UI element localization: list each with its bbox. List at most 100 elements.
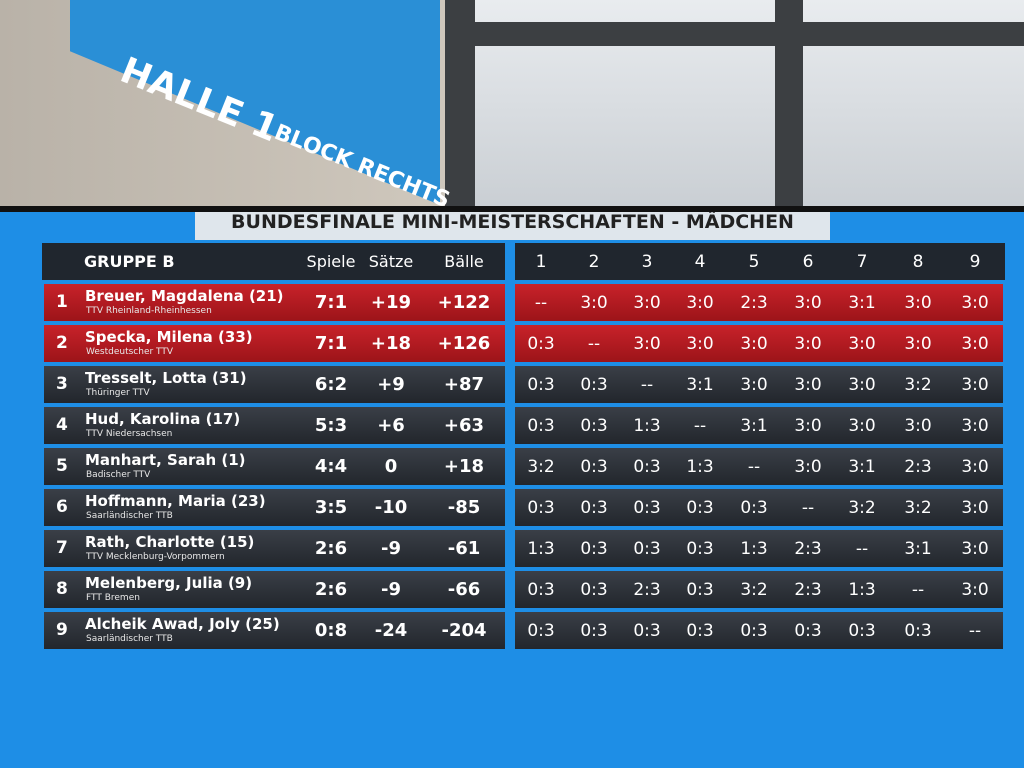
player-club: Westdeutscher TTV xyxy=(86,347,174,357)
match-result: 3:0 xyxy=(961,293,989,313)
match-result: 3:0 xyxy=(794,416,822,436)
column-header: 4 xyxy=(694,252,706,272)
match-result: 3:0 xyxy=(961,416,989,436)
match-result: 1:3 xyxy=(633,416,661,436)
match-result: 3:2 xyxy=(904,498,932,518)
match-result: 3:0 xyxy=(686,293,714,313)
column-header: 7 xyxy=(856,252,868,272)
match-result: 2:3 xyxy=(740,293,768,313)
stat: -61 xyxy=(447,538,481,559)
match-result: -- xyxy=(747,457,761,477)
match-result: 3:0 xyxy=(961,375,989,395)
match-result: -- xyxy=(693,416,707,436)
stat: 5:3 xyxy=(314,415,348,436)
match-result: 3:0 xyxy=(794,457,822,477)
match-result: 0:3 xyxy=(904,621,932,641)
row-bar xyxy=(515,325,1003,362)
match-result: 3:2 xyxy=(904,375,932,395)
screen-title: BUNDESFINALE MINI-MEISTERSCHAFTEN - MÄDC… xyxy=(195,212,830,240)
stat: +6 xyxy=(377,415,405,436)
rank: 3 xyxy=(56,374,68,394)
stat: -10 xyxy=(374,497,408,518)
row-bar xyxy=(515,284,1003,321)
stat: +9 xyxy=(377,374,405,395)
stat: -85 xyxy=(447,497,481,518)
match-result: 0:3 xyxy=(848,621,876,641)
column-header: 9 xyxy=(969,252,981,272)
match-result: 0:3 xyxy=(633,621,661,641)
player-name: Manhart, Sarah (1) xyxy=(85,451,246,469)
match-result: 3:0 xyxy=(961,580,989,600)
match-result: 3:0 xyxy=(848,375,876,395)
match-result: -- xyxy=(534,293,548,313)
match-result: 0:3 xyxy=(527,498,555,518)
match-result: 2:3 xyxy=(633,580,661,600)
match-result: 3:0 xyxy=(580,293,608,313)
stat: 6:2 xyxy=(314,374,348,395)
match-result: 3:0 xyxy=(794,375,822,395)
player-name: Specka, Milena (33) xyxy=(85,328,253,346)
match-result: 0:3 xyxy=(633,457,661,477)
player-name: Alcheik Awad, Joly (25) xyxy=(85,615,280,633)
player-name: Hoffmann, Maria (23) xyxy=(85,492,266,510)
rank: 7 xyxy=(56,538,68,558)
player-name: Breuer, Magdalena (21) xyxy=(85,287,284,305)
match-result: 2:3 xyxy=(794,580,822,600)
rank: 4 xyxy=(56,415,68,435)
row-bar xyxy=(515,530,1003,567)
stat: 0:8 xyxy=(314,620,348,641)
header-bar xyxy=(42,243,505,280)
stat: +63 xyxy=(443,415,485,436)
row-bar xyxy=(44,366,505,403)
match-result: 3:0 xyxy=(740,375,768,395)
match-result: 3:0 xyxy=(848,334,876,354)
stat: 2:6 xyxy=(314,579,348,600)
row-bar xyxy=(515,407,1003,444)
match-result: 0:3 xyxy=(794,621,822,641)
rank: 2 xyxy=(56,333,68,353)
stat: -24 xyxy=(374,620,408,641)
match-result: 2:3 xyxy=(794,539,822,559)
match-result: 3:0 xyxy=(961,457,989,477)
row-bar xyxy=(44,612,505,649)
match-result: 0:3 xyxy=(580,539,608,559)
match-result: 3:0 xyxy=(961,539,989,559)
match-result: 3:0 xyxy=(904,293,932,313)
row-bar xyxy=(515,489,1003,526)
match-result: -- xyxy=(968,621,982,641)
match-result: 0:3 xyxy=(527,334,555,354)
row-bar xyxy=(515,448,1003,485)
match-result: 3:1 xyxy=(848,293,876,313)
column-header: 3 xyxy=(641,252,653,272)
player-club: Saarländischer TTB xyxy=(86,511,173,521)
match-result: 3:0 xyxy=(686,334,714,354)
column-header: Spiele xyxy=(306,252,356,271)
row-bar xyxy=(515,366,1003,403)
column-header: Sätze xyxy=(368,252,414,271)
match-result: 0:3 xyxy=(580,498,608,518)
match-result: 3:0 xyxy=(633,334,661,354)
column-header: Bälle xyxy=(444,252,484,271)
match-result: 3:1 xyxy=(848,457,876,477)
match-result: 3:0 xyxy=(848,416,876,436)
stat: +18 xyxy=(370,333,412,354)
stat: -66 xyxy=(447,579,481,600)
row-bar xyxy=(44,530,505,567)
stat: +122 xyxy=(437,292,491,313)
player-club: Badischer TTV xyxy=(86,470,151,480)
player-club: FTT Bremen xyxy=(86,593,140,603)
window-frame xyxy=(445,22,1024,46)
match-result: 3:2 xyxy=(527,457,555,477)
player-name: Tresselt, Lotta (31) xyxy=(85,369,247,387)
rank: 1 xyxy=(56,292,68,312)
row-bar xyxy=(44,325,505,362)
match-result: 3:0 xyxy=(961,498,989,518)
row-bar xyxy=(44,407,505,444)
stat: -204 xyxy=(441,620,487,641)
match-result: 0:3 xyxy=(580,621,608,641)
row-bar xyxy=(44,571,505,608)
stat: 4:4 xyxy=(314,456,348,477)
column-header: 5 xyxy=(748,252,760,272)
